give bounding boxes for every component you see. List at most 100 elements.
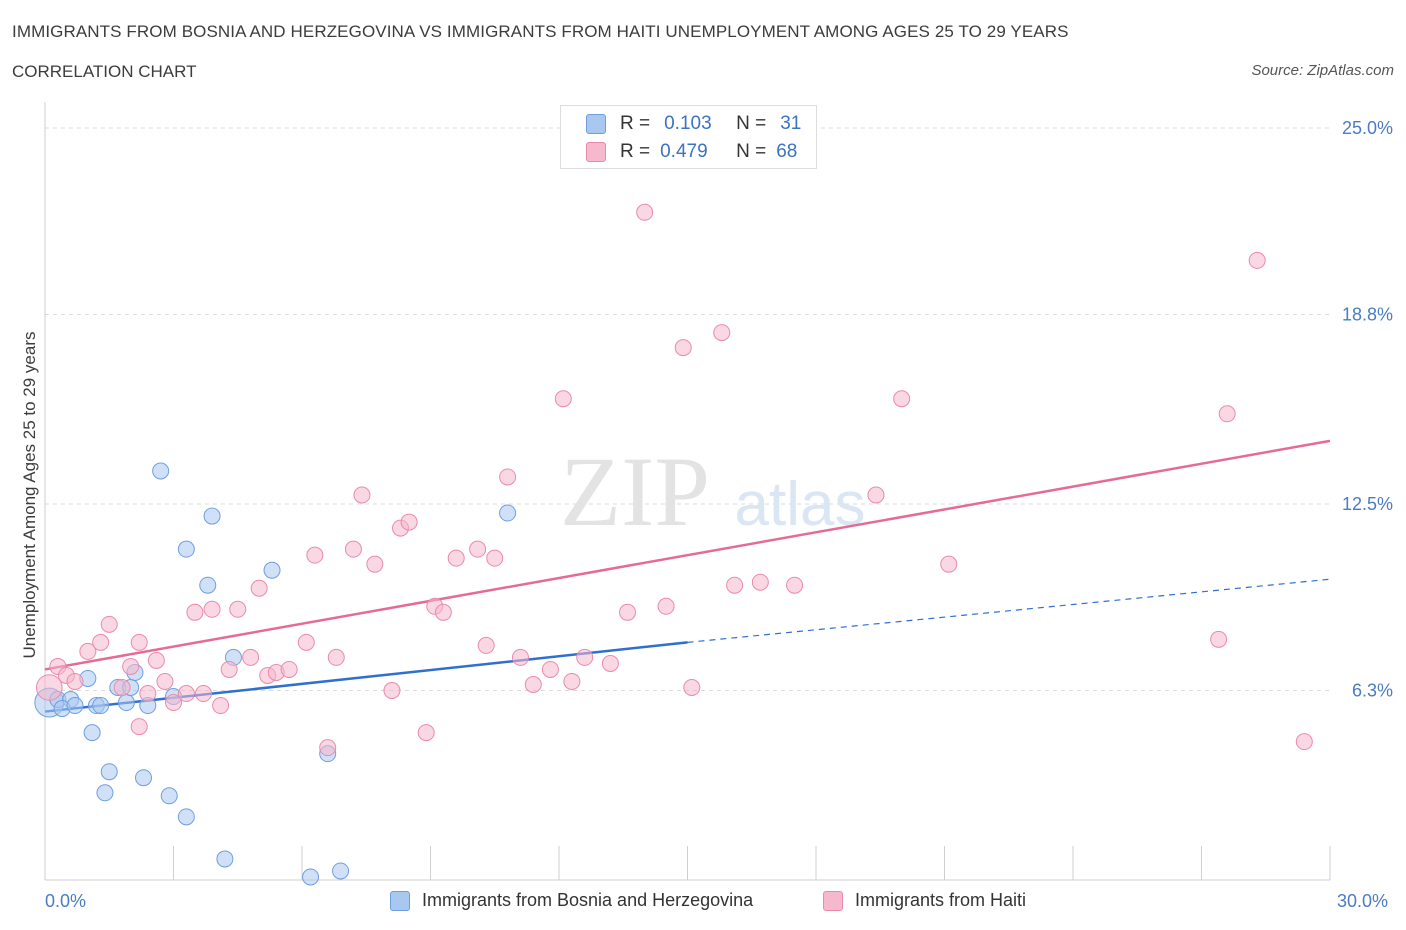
- haiti-point: [554, 390, 572, 408]
- legend-row-bosnia: R = 0.103 N = 31: [561, 111, 801, 137]
- series-label-haiti: Immigrants from Haiti: [855, 890, 1027, 910]
- haiti-point: [212, 697, 230, 715]
- haiti-point: [194, 685, 212, 703]
- haiti-point: [674, 339, 692, 357]
- watermark-atlas: atlas: [735, 470, 866, 539]
- bosnia-point: [83, 724, 101, 742]
- haiti-point: [524, 675, 542, 693]
- haiti-point: [306, 546, 324, 564]
- haiti-point: [220, 660, 238, 678]
- haiti-point: [940, 555, 958, 573]
- chart-subtitle: CORRELATION CHART: [12, 62, 197, 81]
- haiti-point: [469, 540, 487, 558]
- haiti-point: [434, 603, 452, 621]
- correlation-legend: R = 0.103 N = 31 R = 0.479 N = 68: [560, 105, 817, 169]
- haiti-point: [353, 486, 371, 504]
- chart-title: IMMIGRANTS FROM BOSNIA AND HERZEGOVINA V…: [12, 22, 1069, 41]
- haiti-point: [92, 633, 110, 651]
- haiti-point: [499, 468, 517, 486]
- haiti-point: [636, 203, 654, 221]
- haiti-point: [383, 682, 401, 700]
- haiti-point: [203, 600, 221, 618]
- bosnia-point: [203, 507, 221, 525]
- haiti-point: [130, 633, 148, 651]
- legend-r-label: R =: [620, 141, 651, 162]
- bosnia-point: [263, 561, 281, 579]
- haiti-point: [130, 718, 148, 736]
- y-tick-label: 18.8%: [1342, 305, 1393, 325]
- bosnia-trendline-extension: [687, 578, 1331, 643]
- series-swatch-haiti: [823, 890, 843, 911]
- haiti-point: [165, 694, 182, 712]
- haiti-point: [66, 672, 84, 690]
- haiti-point: [147, 651, 165, 669]
- legend-swatch-bosnia: [586, 114, 606, 134]
- haiti-point: [417, 724, 435, 742]
- y-tick-label: 25.0%: [1342, 118, 1393, 138]
- haiti-point: [1210, 630, 1228, 648]
- haiti-point: [786, 576, 804, 594]
- haiti-point: [156, 672, 174, 690]
- haiti-point: [563, 672, 581, 690]
- haiti-point: [726, 576, 744, 594]
- haiti-point: [327, 648, 345, 666]
- legend-n-value: 31: [780, 113, 802, 134]
- legend-row-haiti: R = 0.479 N = 68: [561, 139, 797, 165]
- bosnia-point: [177, 808, 195, 826]
- series-label-bosnia: Immigrants from Bosnia and Herzegovina: [422, 890, 754, 910]
- haiti-point: [486, 549, 504, 567]
- y-tick-label: 12.5%: [1342, 494, 1393, 514]
- haiti-point: [186, 603, 204, 621]
- series-swatch-bosnia: [390, 890, 410, 911]
- bosnia-point: [216, 850, 234, 868]
- haiti-point: [35, 674, 63, 701]
- haiti-point: [1248, 251, 1266, 269]
- haiti-point: [297, 633, 315, 651]
- haiti-point: [447, 549, 465, 567]
- legend-r-value: 0.103: [664, 113, 712, 134]
- haiti-point: [177, 685, 195, 703]
- bosnia-point: [499, 504, 517, 522]
- x-tick-label-max: 30.0%: [1337, 891, 1389, 911]
- haiti-point: [619, 603, 637, 621]
- legend-r-value: 0.479: [660, 141, 708, 162]
- legend-swatch-haiti: [586, 142, 606, 162]
- haiti-point: [100, 615, 118, 633]
- watermark: ZIP atlas: [560, 436, 865, 547]
- y-tick-label: 6.3%: [1352, 681, 1393, 701]
- bosnia-point: [302, 868, 320, 886]
- haiti-point: [541, 660, 559, 678]
- legend-n-label: N =: [736, 141, 767, 162]
- bosnia-point: [332, 862, 350, 880]
- haiti-point: [713, 324, 731, 342]
- haiti-point: [867, 486, 885, 504]
- haiti-point: [683, 679, 701, 696]
- haiti-point: [366, 555, 384, 573]
- haiti-trendline: [44, 439, 1331, 671]
- axis-layer: [44, 102, 1331, 881]
- bosnia-point: [199, 576, 217, 594]
- haiti-point: [511, 648, 529, 666]
- haiti-point: [576, 648, 594, 666]
- haiti-point: [751, 573, 769, 591]
- haiti-point: [139, 685, 157, 703]
- points-layer: [34, 203, 1313, 886]
- haiti-point: [113, 679, 131, 696]
- series-legend-bosnia: Immigrants from Bosnia and Herzegovina: [390, 890, 753, 911]
- bosnia-point: [66, 697, 84, 715]
- legend-n-value: 68: [776, 141, 798, 162]
- haiti-point: [1295, 733, 1313, 751]
- haiti-point: [319, 739, 337, 757]
- haiti-point: [601, 654, 619, 672]
- x-tick-label-min: 0.0%: [45, 891, 87, 911]
- haiti-point: [400, 513, 418, 531]
- bosnia-point: [96, 784, 114, 802]
- bosnia-point: [152, 462, 170, 480]
- haiti-point: [79, 642, 97, 660]
- haiti-point: [122, 657, 140, 675]
- y-tick-labels: 6.3% 12.5% 18.8% 25.0%: [1342, 118, 1393, 700]
- bosnia-point: [117, 694, 135, 712]
- bosnia-point: [135, 769, 153, 787]
- haiti-point: [242, 648, 260, 666]
